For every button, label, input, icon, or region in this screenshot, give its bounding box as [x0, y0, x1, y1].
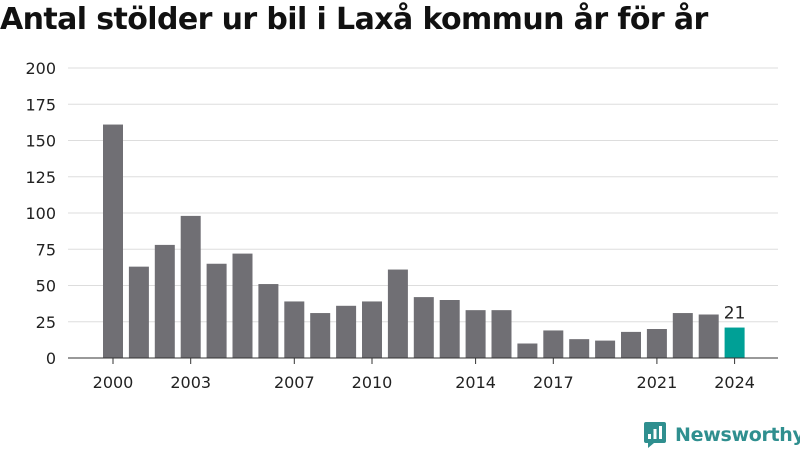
chart-title: Antal stölder ur bil i Laxå kommun år fö…: [0, 2, 708, 37]
bar: [258, 284, 279, 358]
bar: [465, 310, 486, 358]
bar: [646, 329, 667, 358]
x-tick-label: 2010: [352, 373, 393, 392]
bar: [698, 314, 719, 358]
bar: [439, 300, 460, 358]
bar: [491, 310, 512, 358]
bar: [724, 327, 745, 358]
x-tick-label: 2000: [93, 373, 134, 392]
x-tick-label: 2003: [170, 373, 211, 392]
y-tick-label: 200: [25, 59, 56, 78]
bar: [336, 305, 357, 358]
bar: [103, 124, 123, 358]
x-tick-label: 2021: [637, 373, 678, 392]
y-tick-label: 125: [25, 168, 56, 187]
bar: [621, 331, 641, 358]
bar: [362, 301, 382, 358]
y-tick-label: 100: [25, 204, 56, 223]
x-tick-label: 2024: [714, 373, 755, 392]
x-tick-label: 2017: [533, 373, 574, 392]
bar: [413, 297, 434, 358]
brand-name: Newsworthy: [675, 424, 800, 446]
y-tick-label: 150: [25, 132, 56, 151]
x-tick-label: 2014: [455, 373, 496, 392]
x-tick-label: 2007: [274, 373, 315, 392]
bar: [310, 313, 331, 358]
bar: [672, 313, 693, 358]
brand-logo[interactable]: Newsworthy: [643, 420, 800, 450]
data-label: 21: [724, 304, 746, 324]
bar: [543, 330, 564, 358]
bar: [284, 301, 305, 358]
bar: [595, 340, 616, 358]
bar: [387, 269, 408, 358]
bar: [517, 343, 538, 358]
y-tick-label: 50: [36, 277, 56, 296]
y-tick-label: 25: [36, 313, 56, 332]
bar: [180, 215, 201, 358]
bar: [128, 266, 149, 358]
bar: [569, 339, 590, 358]
y-tick-label: 175: [25, 95, 56, 114]
y-tick-label: 0: [46, 349, 56, 368]
newsworthy-icon: [644, 422, 666, 448]
y-tick-label: 75: [36, 240, 56, 259]
bar: [154, 244, 175, 358]
bar-chart: 0 25 50 75 100 125 150 175 200 2000 2003 2007 2010 20…: [25, 59, 778, 392]
bar: [206, 263, 227, 358]
bar: [232, 253, 253, 358]
